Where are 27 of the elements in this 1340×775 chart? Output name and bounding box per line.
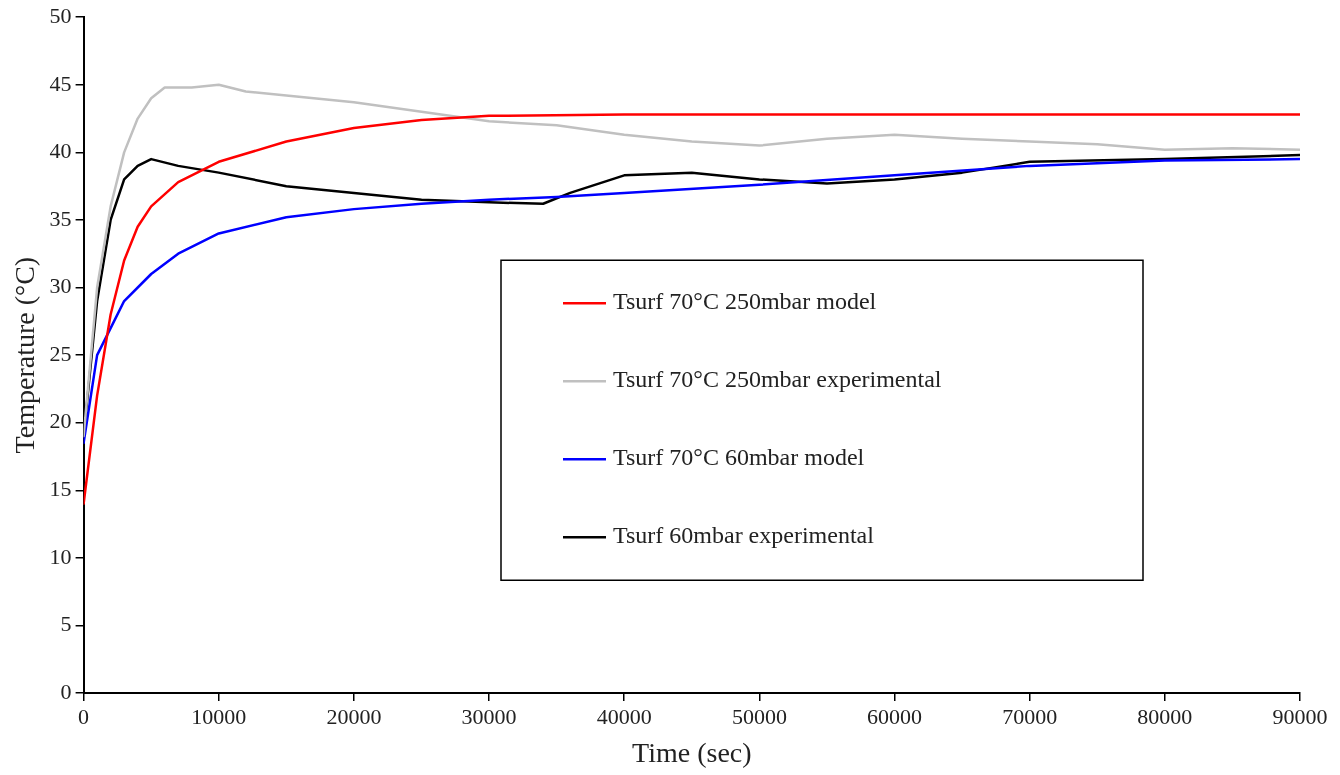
x-tick-label: 50000	[731, 703, 787, 729]
y-tick-label: 15	[49, 476, 72, 502]
x-tick-label: 0	[78, 703, 90, 729]
legend-label: Tsurf 70°C 250mbar model	[613, 288, 877, 315]
x-tick-label: 90000	[1272, 703, 1328, 729]
x-tick-label: 20000	[326, 703, 382, 729]
y-tick-label: 30	[49, 273, 72, 299]
legend-label: Tsurf 70°C 60mbar model	[613, 444, 865, 471]
x-tick-label: 80000	[1137, 703, 1193, 729]
y-tick-label: 20	[49, 408, 72, 434]
y-tick-label: 35	[49, 205, 72, 231]
y-tick-label: 10	[49, 543, 72, 569]
legend-label: Tsurf 70°C 250mbar experimental	[613, 366, 942, 393]
x-tick-label: 10000	[191, 703, 247, 729]
y-tick-label: 25	[49, 340, 72, 366]
y-tick-label: 0	[60, 678, 72, 704]
y-axis-title: Temperature (°C)	[9, 256, 41, 454]
x-tick-label: 30000	[461, 703, 517, 729]
legend-label: Tsurf 60mbar experimental	[613, 522, 875, 549]
y-tick-label: 5	[60, 611, 72, 637]
x-axis-title: Time (sec)	[632, 736, 752, 768]
y-tick-label: 45	[49, 70, 72, 96]
y-tick-label: 50	[49, 2, 72, 28]
y-tick-label: 40	[49, 138, 72, 164]
x-tick-label: 60000	[867, 703, 923, 729]
x-tick-label: 70000	[1002, 703, 1058, 729]
x-tick-label: 40000	[596, 703, 652, 729]
